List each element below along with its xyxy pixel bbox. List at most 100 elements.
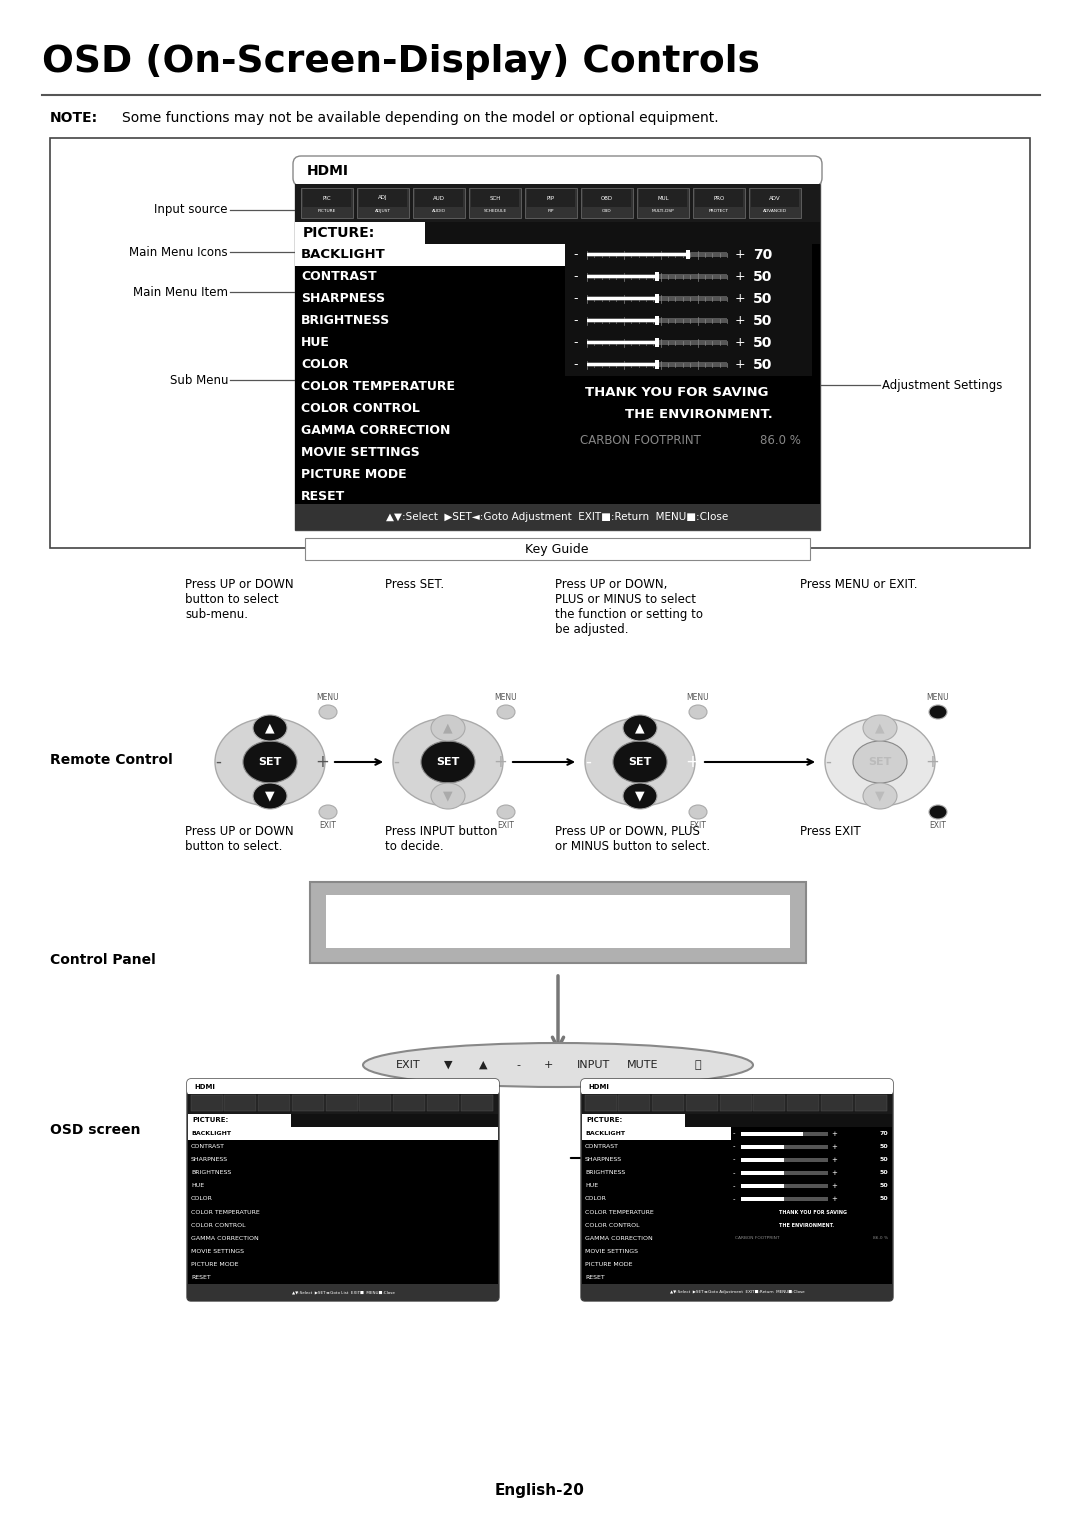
Ellipse shape [319, 705, 337, 719]
Text: +: + [832, 1183, 837, 1190]
Ellipse shape [497, 705, 515, 719]
Text: HUE: HUE [301, 336, 329, 350]
Bar [583, 189, 631, 208]
Text: PICTURE:: PICTURE: [586, 1116, 622, 1122]
Text: ADJ: ADJ [378, 195, 388, 200]
Text: EXIT: EXIT [395, 1060, 420, 1070]
Bar [588, 273, 727, 279]
Bar [588, 318, 727, 324]
Text: COLOR TEMPERATURE: COLOR TEMPERATURE [301, 380, 455, 394]
Text: 50: 50 [879, 1144, 888, 1150]
Text: ▲: ▲ [635, 721, 645, 734]
Bar [686, 1095, 718, 1112]
Ellipse shape [253, 783, 287, 809]
Ellipse shape [215, 718, 325, 806]
Bar [588, 363, 657, 366]
Bar [741, 1183, 784, 1188]
Text: INPUT: INPUT [577, 1060, 609, 1070]
Bar [652, 1095, 684, 1112]
Text: ▲: ▲ [875, 721, 885, 734]
Bar [588, 319, 657, 322]
Text: Press EXIT: Press EXIT [800, 825, 861, 838]
Text: -: - [825, 753, 831, 771]
Text: ▲: ▲ [443, 721, 453, 734]
Bar [188, 1127, 498, 1284]
Bar [527, 189, 575, 208]
Text: Remote Control: Remote Control [50, 753, 173, 767]
Bar [258, 1095, 291, 1112]
Text: SET: SET [868, 757, 892, 767]
FancyBboxPatch shape [187, 1080, 499, 1301]
Text: +: + [685, 753, 699, 771]
Text: HUE: HUE [191, 1183, 204, 1188]
Text: EXIT: EXIT [930, 822, 946, 831]
Text: Control Panel: Control Panel [50, 953, 156, 967]
Bar [741, 1183, 827, 1188]
Text: ▲: ▲ [478, 1060, 487, 1070]
Text: CONTRAST: CONTRAST [301, 270, 377, 284]
Bar [188, 1127, 498, 1141]
Bar [693, 188, 745, 218]
Bar [750, 188, 801, 218]
Text: -: - [573, 293, 578, 305]
Text: Input source: Input source [154, 203, 228, 217]
Text: -: - [733, 1183, 735, 1190]
Text: MENU: MENU [495, 693, 517, 702]
Bar [741, 1132, 827, 1136]
Bar [741, 1157, 827, 1162]
Text: -: - [585, 753, 591, 771]
Text: +: + [832, 1196, 837, 1202]
Text: +: + [735, 315, 745, 327]
Text: PICTURE:: PICTURE: [303, 226, 375, 240]
Ellipse shape [319, 805, 337, 818]
Text: Press UP or DOWN
button to select
sub-menu.: Press UP or DOWN button to select sub-me… [185, 579, 294, 621]
Text: MOVIE SETTINGS: MOVIE SETTINGS [191, 1249, 244, 1254]
Text: PRO: PRO [714, 195, 725, 200]
FancyBboxPatch shape [581, 1080, 893, 1301]
Text: ADV: ADV [769, 195, 781, 200]
Bar [224, 1095, 256, 1112]
Text: +: + [832, 1157, 837, 1162]
Bar [654, 272, 659, 281]
Text: SHARPNESS: SHARPNESS [585, 1157, 622, 1162]
Bar [359, 189, 407, 208]
Ellipse shape [929, 705, 947, 719]
Ellipse shape [623, 715, 657, 741]
Text: CARBON FOOTPRINT: CARBON FOOTPRINT [580, 434, 701, 447]
Text: +: + [315, 753, 329, 771]
Text: +: + [735, 249, 745, 261]
Bar [787, 1095, 819, 1112]
Text: Adjustment Settings: Adjustment Settings [882, 379, 1002, 391]
Text: MUTE: MUTE [627, 1060, 659, 1070]
Text: +: + [735, 359, 745, 371]
Text: OSD screen: OSD screen [50, 1122, 140, 1138]
Text: +: + [926, 753, 939, 771]
Bar [588, 362, 727, 366]
Text: OSD (On-Screen-Display) Controls: OSD (On-Screen-Display) Controls [42, 44, 760, 79]
Bar [471, 189, 519, 208]
Text: COLOR CONTROL: COLOR CONTROL [191, 1223, 245, 1228]
Bar [582, 1093, 892, 1115]
Bar [588, 341, 727, 345]
Text: COLOR: COLOR [585, 1197, 607, 1202]
FancyBboxPatch shape [581, 1080, 893, 1095]
Ellipse shape [853, 741, 907, 783]
Text: +: + [494, 753, 507, 771]
Text: SHARPNESS: SHARPNESS [191, 1157, 228, 1162]
Bar [413, 188, 465, 218]
Bar [359, 1095, 391, 1112]
Text: HDMI: HDMI [588, 1084, 609, 1090]
Text: Press MENU or EXIT.: Press MENU or EXIT. [800, 579, 918, 591]
Bar [741, 1145, 827, 1148]
Text: COLOR TEMPERATURE: COLOR TEMPERATURE [585, 1209, 653, 1214]
Bar [588, 296, 657, 299]
Text: PIC: PIC [323, 195, 332, 200]
Text: ▼: ▼ [444, 1060, 453, 1070]
Text: CARBON FOOTPRINT: CARBON FOOTPRINT [734, 1237, 780, 1240]
Bar [741, 1145, 784, 1148]
Text: ▲▼:Select  ▶SET◄:Goto List  EXIT■  MENU■:Close: ▲▼:Select ▶SET◄:Goto List EXIT■ MENU■:Cl… [292, 1290, 394, 1293]
Ellipse shape [243, 741, 297, 783]
Text: BRIGHTNESS: BRIGHTNESS [191, 1170, 231, 1176]
Ellipse shape [431, 783, 465, 809]
Text: -: - [215, 753, 221, 771]
